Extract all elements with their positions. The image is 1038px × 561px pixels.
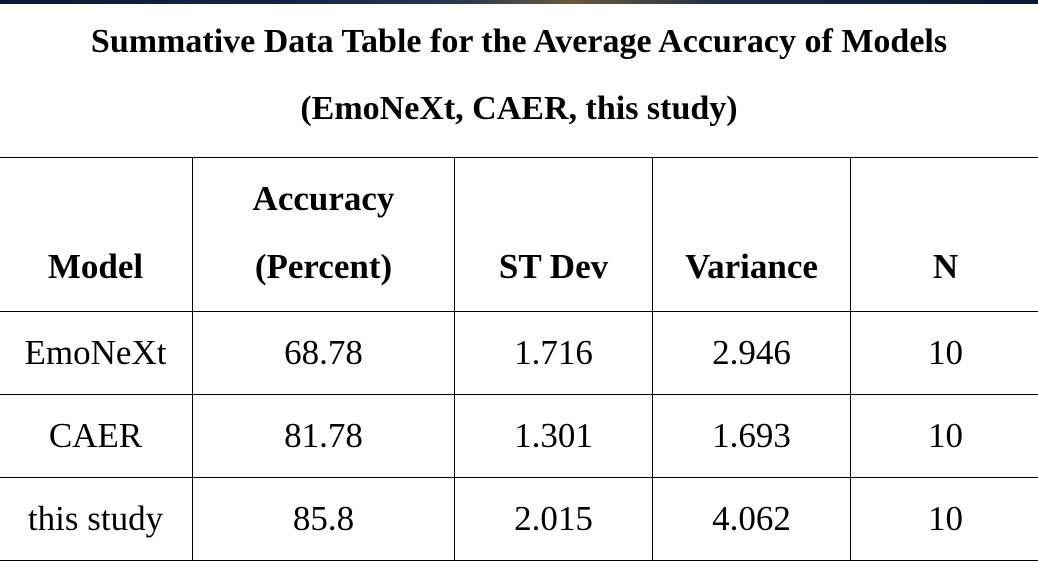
cell-model: this study [0,478,193,561]
cell-accuracy: 85.8 [193,478,455,561]
cell-accuracy: 81.78 [193,395,455,478]
cell-variance: 1.693 [653,395,851,478]
cell-model: EmoNeXt [0,312,193,395]
cell-n: 10 [851,395,1038,478]
top-image-strip [0,0,1038,4]
cell-stdev: 2.015 [455,478,653,561]
table-subtitle: (EmoNeXt, CAER, this study) [0,89,1038,129]
table-row: this study 85.8 2.015 4.062 10 [0,478,1038,561]
header-variance: Variance [653,158,851,312]
table-row: EmoNeXt 68.78 1.716 2.946 10 [0,312,1038,395]
header-accuracy: Accuracy (Percent) [193,158,455,312]
table-row: CAER 81.78 1.301 1.693 10 [0,395,1038,478]
cell-stdev: 1.301 [455,395,653,478]
cell-n: 10 [851,478,1038,561]
cell-stdev: 1.716 [455,312,653,395]
header-stdev: ST Dev [455,158,653,312]
cell-variance: 4.062 [653,478,851,561]
cell-n: 10 [851,312,1038,395]
cell-model: CAER [0,395,193,478]
header-row: Model Accuracy (Percent) ST Dev Variance… [0,158,1038,312]
summary-table: Model Accuracy (Percent) ST Dev Variance… [0,157,1038,561]
cell-variance: 2.946 [653,312,851,395]
header-n: N [851,158,1038,312]
cell-accuracy: 68.78 [193,312,455,395]
table-title: Summative Data Table for the Average Acc… [0,22,1038,62]
header-model: Model [0,158,193,312]
